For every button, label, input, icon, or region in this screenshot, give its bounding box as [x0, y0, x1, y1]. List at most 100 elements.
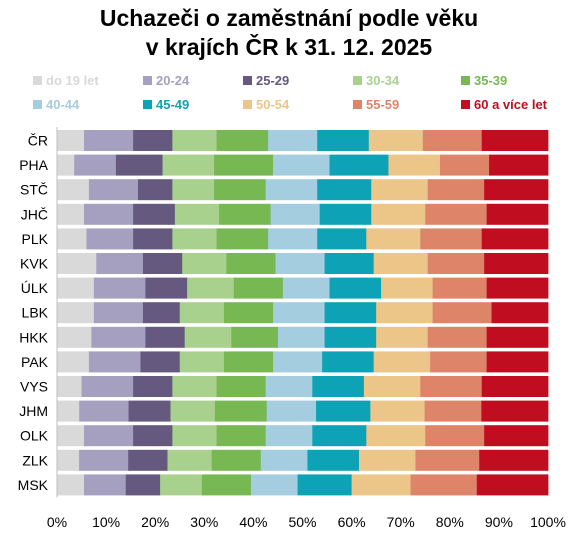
bar-PAK-30-34 [179, 351, 225, 373]
chart-title-line-1: Uchazeči o zaměstnání podle věku [99, 5, 479, 31]
bar-ÚLK-25-29 [145, 277, 188, 299]
bar-PHA-50-54 [388, 154, 441, 176]
bar-HKK-25-29 [145, 326, 186, 348]
bar-LBK-45-49 [324, 302, 377, 324]
bar-LBK-60-a-více-let [491, 302, 549, 324]
bar-KVK-25-29 [142, 253, 183, 274]
bar-VYS-50-54 [363, 376, 421, 397]
bar-ÚLK-do-19-let [57, 277, 95, 299]
legend-item-35-39: 35-39 [461, 73, 507, 88]
legend-label: 25-29 [256, 73, 290, 88]
legend-swatch [353, 76, 362, 85]
bar-ÚLK-30-34 [187, 277, 235, 299]
bar-KVK-35-39 [226, 253, 276, 274]
category-label-LBK: LBK [22, 305, 49, 321]
legend-item-55-59: 55-59 [353, 97, 399, 112]
bar-STČ-30-34 [172, 179, 215, 201]
bar-ÚLK-40-44 [282, 277, 330, 299]
bar-ČR-25-29 [133, 130, 173, 151]
legend-swatch [243, 76, 252, 85]
bar-VYS-55-59 [420, 376, 483, 397]
bar-LBK-50-54 [376, 302, 434, 324]
bar-ČR-45-49 [317, 130, 370, 151]
legend-label: 50-54 [256, 97, 290, 112]
bar-ČR-50-54 [368, 130, 424, 151]
bar-PHA-60-a-více-let [489, 154, 549, 176]
bar-KVK-20-24 [96, 253, 144, 274]
bar-HKK-30-34 [184, 326, 232, 348]
bar-KVK-30-34 [182, 253, 227, 274]
bar-PAK-50-54 [373, 351, 431, 373]
chart-title: Uchazeči o zaměstnání podle věku v krají… [0, 4, 578, 62]
bar-LBK-40-44 [273, 302, 325, 324]
category-label-JHM: JHM [19, 403, 48, 419]
bar-PAK-60-a-více-let [486, 351, 549, 373]
bar-OLK-40-44 [265, 425, 313, 447]
legend-swatch [461, 76, 470, 85]
category-label-HKK: HKK [19, 329, 48, 345]
category-label-ZLK: ZLK [22, 452, 48, 468]
category-label-KVK: KVK [20, 256, 49, 272]
bar-HKK-50-54 [376, 326, 429, 348]
bar-PAK-40-44 [273, 351, 323, 373]
bar-PHA-40-44 [273, 154, 330, 176]
bar-LBK-30-34 [179, 302, 225, 324]
bar-ZLK-35-39 [211, 449, 262, 471]
bar-LBK-25-29 [142, 302, 181, 324]
bar-OLK-55-59 [425, 425, 485, 447]
bar-MSK-40-44 [250, 474, 298, 496]
bar-STČ-50-54 [371, 179, 429, 201]
legend-label: 60 a více let [474, 97, 547, 112]
x-tick-label-30: 30% [190, 514, 218, 530]
bar-JHM-45-49 [316, 400, 371, 422]
bar-MSK-35-39 [201, 474, 252, 496]
bar-KVK-55-59 [427, 253, 485, 274]
bar-JHM-40-44 [266, 400, 317, 422]
bar-VYS-30-34 [172, 376, 217, 397]
bar-VYS-40-44 [265, 376, 313, 397]
legend-label: 20-24 [156, 73, 190, 88]
bar-HKK-55-59 [427, 326, 488, 348]
legend-swatch [353, 100, 362, 109]
bar-OLK-35-39 [216, 425, 267, 447]
bar-ČR-35-39 [216, 130, 269, 151]
category-label-ÚLK: ÚLK [21, 280, 49, 296]
bar-ÚLK-45-49 [329, 277, 382, 299]
legend-swatch [143, 100, 152, 109]
x-tick-label-90: 90% [485, 514, 513, 530]
bar-LBK-35-39 [223, 302, 274, 324]
legend-swatch [33, 100, 42, 109]
bar-JHČ-do-19-let [57, 203, 85, 225]
legend-swatch [243, 100, 252, 109]
bar-ÚLK-20-24 [93, 277, 146, 299]
bar-ČR-60-a-více-let [481, 130, 549, 151]
bar-JHČ-20-24 [84, 203, 134, 225]
bar-MSK-55-59 [410, 474, 478, 496]
bar-HKK-60-a-více-let [486, 326, 549, 348]
legend-item-40-44: 40-44 [33, 97, 79, 112]
bar-VYS-60-a-více-let [481, 376, 549, 397]
bar-ZLK-25-29 [128, 449, 168, 471]
bar-PAK-35-39 [223, 351, 274, 373]
category-label-MSK: MSK [18, 477, 49, 493]
bar-ZLK-50-54 [358, 449, 416, 471]
bar-STČ-do-19-let [57, 179, 90, 201]
bar-PHA-30-34 [162, 154, 215, 176]
bar-KVK-45-49 [324, 253, 375, 274]
bar-JHČ-50-54 [371, 203, 426, 225]
bar-PLK-25-29 [133, 228, 173, 250]
bar-ČR-55-59 [422, 130, 483, 151]
x-tick-label-40: 40% [239, 514, 267, 530]
bar-VYS-do-19-let [57, 376, 82, 397]
x-tick-label-60: 60% [338, 514, 366, 530]
bar-VYS-35-39 [216, 376, 267, 397]
bar-ZLK-do-19-let [57, 449, 80, 471]
bar-JHČ-25-29 [133, 203, 176, 225]
bars [57, 130, 549, 496]
bar-PHA-20-24 [74, 154, 117, 176]
bar-MSK-60-a-více-let [476, 474, 549, 496]
bar-OLK-50-54 [366, 425, 426, 447]
bar-PLK-20-24 [86, 228, 134, 250]
bar-PLK-40-44 [268, 228, 318, 250]
